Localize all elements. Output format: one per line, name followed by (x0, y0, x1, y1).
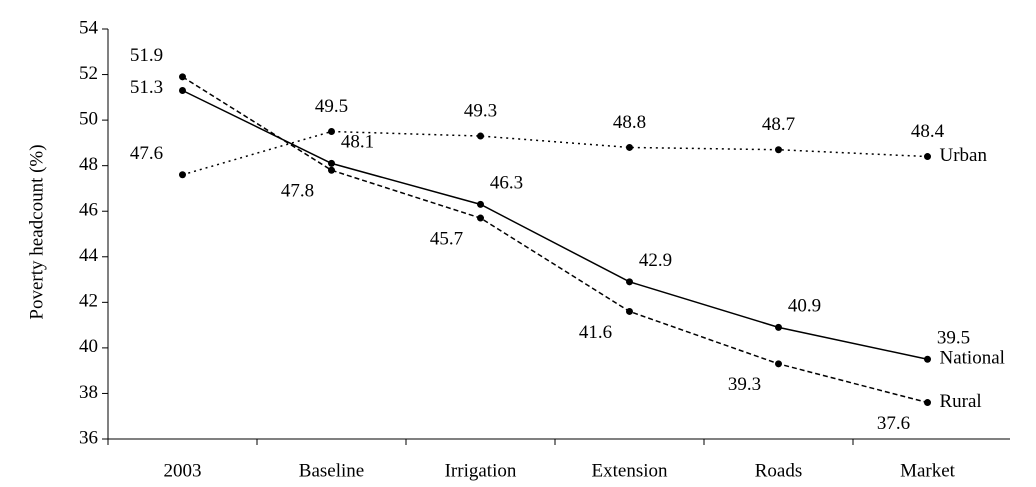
y-tick-label: 52 (79, 63, 98, 84)
y-tick-label: 46 (79, 200, 98, 221)
y-tick-label: 48 (79, 154, 98, 175)
data-label: 49.3 (464, 100, 497, 121)
data-label: 39.5 (937, 328, 970, 349)
data-point (775, 360, 782, 368)
data-label: 47.6 (130, 143, 163, 164)
data-label: 51.3 (130, 77, 163, 98)
x-tick-label: 2003 (164, 460, 202, 481)
data-point (179, 171, 186, 179)
series-line (182, 76, 928, 404)
y-axis-label: Poverty headcount (%) (26, 144, 47, 319)
y-tick-label: 54 (79, 17, 99, 38)
data-point (626, 307, 633, 315)
series-name: National (940, 348, 1005, 369)
x-tick-label: Market (900, 460, 956, 481)
data-label: 41.6 (579, 322, 612, 343)
x-tick-label: Extension (592, 460, 668, 481)
series-line (182, 130, 928, 176)
data-point (924, 153, 931, 161)
data-point (924, 355, 931, 363)
data-point (179, 73, 186, 81)
data-label: 48.1 (341, 132, 374, 153)
y-tick-label: 38 (79, 382, 98, 403)
data-label: 42.9 (639, 250, 672, 271)
x-tick-label: Irrigation (445, 460, 517, 481)
y-tick-label: 50 (79, 108, 98, 129)
data-point (179, 87, 186, 94)
data-label: 45.7 (430, 228, 463, 249)
series-name: Urban (940, 145, 988, 166)
data-label: 47.8 (281, 181, 314, 202)
y-tick-label: 40 (79, 336, 98, 357)
data-point (477, 132, 484, 140)
x-tick-label: Baseline (299, 460, 364, 481)
x-tick-label: Roads (755, 460, 803, 481)
data-label: 40.9 (788, 296, 821, 317)
data-point (775, 323, 782, 331)
data-point (477, 200, 484, 208)
data-label: 37.6 (877, 413, 910, 434)
y-tick-label: 42 (79, 291, 98, 312)
data-label: 48.4 (911, 121, 945, 142)
data-label: 39.3 (728, 374, 761, 395)
y-tick-label: 36 (79, 427, 98, 448)
data-point (924, 399, 931, 407)
data-point (328, 159, 335, 167)
data-point (477, 214, 484, 222)
data-point (626, 143, 633, 151)
data-label: 51.9 (130, 45, 163, 66)
data-label: 46.3 (490, 173, 523, 194)
data-label: 49.5 (315, 96, 348, 117)
data-label: 48.8 (613, 112, 646, 133)
data-point (775, 146, 782, 154)
series-name: Rural (940, 391, 982, 412)
data-point (328, 166, 335, 174)
data-label: 48.7 (762, 114, 795, 135)
y-tick-label: 44 (79, 245, 99, 266)
series-line (182, 89, 928, 361)
data-point (626, 278, 633, 286)
data-point (328, 128, 335, 135)
